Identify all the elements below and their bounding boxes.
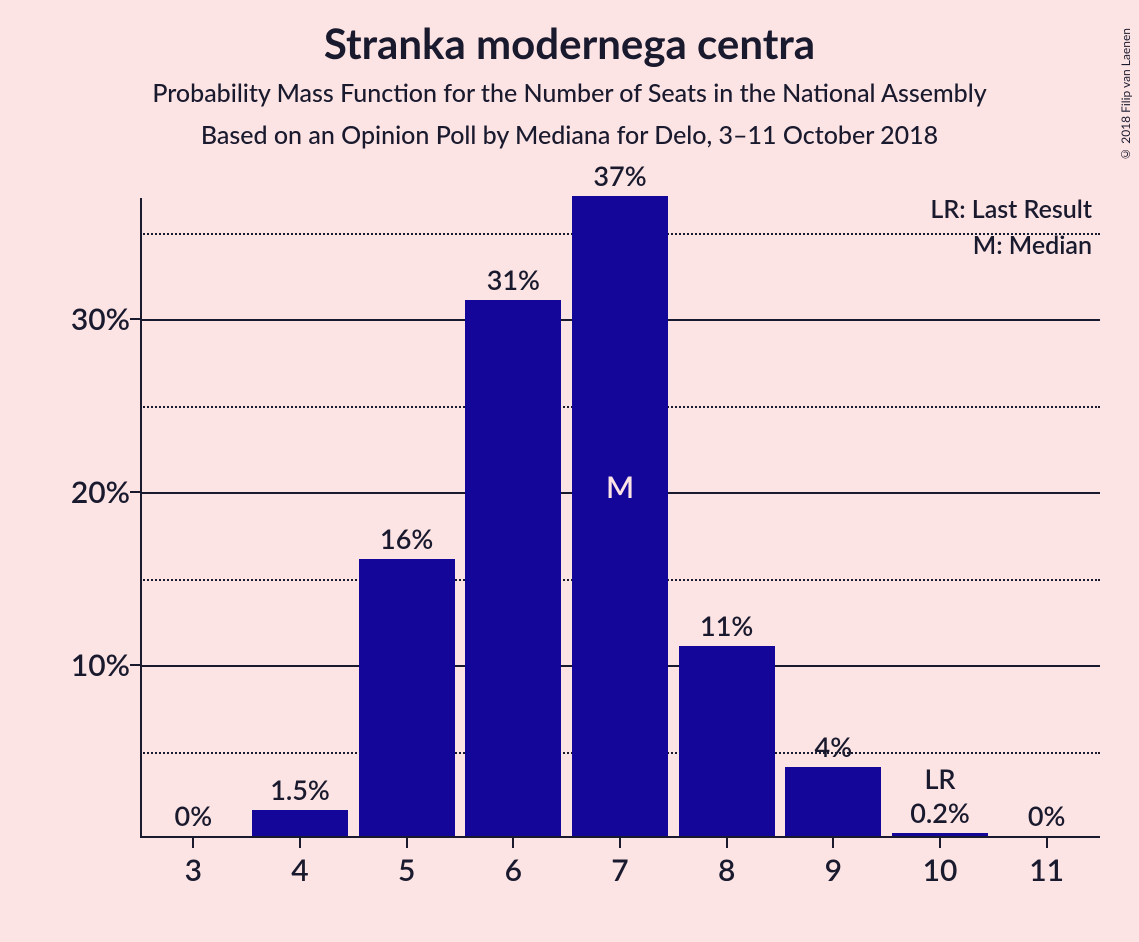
chart-container: LR: Last Result M: Median 10%20%30%0%31.… [60, 198, 1100, 898]
bar [359, 559, 455, 836]
bar-value-label: 37% [560, 159, 680, 192]
chart-subtitle-2: Based on an Opinion Poll by Mediana for … [0, 120, 1139, 150]
bar-value-label: 0.2% [880, 796, 1000, 829]
bar [892, 833, 988, 836]
legend-lr: LR: Last Result [930, 194, 1092, 224]
bar-annotation-lr: LR [880, 762, 1000, 795]
x-tick-mark [192, 838, 194, 848]
x-tick-label: 11 [1017, 852, 1077, 888]
chart-subtitle-1: Probability Mass Function for the Number… [0, 78, 1139, 108]
bar [252, 810, 348, 836]
x-tick-label: 5 [377, 852, 437, 888]
median-badge: M [572, 469, 668, 505]
y-tick-mark [130, 491, 140, 493]
x-tick-label: 8 [697, 852, 757, 888]
x-tick-mark [1046, 838, 1048, 848]
x-tick-mark [726, 838, 728, 848]
plot-area: LR: Last Result M: Median 10%20%30%0%31.… [140, 198, 1100, 838]
bar-value-label: 4% [773, 730, 893, 763]
bar-value-label: 0% [133, 799, 253, 832]
bar-value-label: 16% [347, 522, 467, 555]
y-axis-line [140, 198, 142, 838]
bar-value-label: 11% [667, 609, 787, 642]
x-tick-mark [939, 838, 941, 848]
x-tick-mark [832, 838, 834, 848]
y-tick-mark [130, 664, 140, 666]
bar-value-label: 0% [987, 799, 1107, 832]
bar [572, 196, 668, 836]
x-tick-label: 10 [910, 852, 970, 888]
bar [465, 300, 561, 836]
x-tick-mark [512, 838, 514, 848]
copyright-text: © 2018 Filip van Laenen [1118, 28, 1133, 162]
bar-value-label: 1.5% [240, 773, 360, 806]
x-tick-mark [619, 838, 621, 848]
x-tick-label: 9 [803, 852, 863, 888]
chart-header: Stranka modernega centra Probability Mas… [0, 18, 1139, 150]
y-tick-mark [130, 318, 140, 320]
x-tick-label: 4 [270, 852, 330, 888]
x-tick-label: 6 [483, 852, 543, 888]
x-tick-mark [299, 838, 301, 848]
bar [785, 767, 881, 836]
bar [679, 646, 775, 836]
x-tick-label: 3 [163, 852, 223, 888]
chart-title: Stranka modernega centra [0, 18, 1139, 68]
x-tick-mark [406, 838, 408, 848]
x-tick-label: 7 [590, 852, 650, 888]
bar-value-label: 31% [453, 263, 573, 296]
